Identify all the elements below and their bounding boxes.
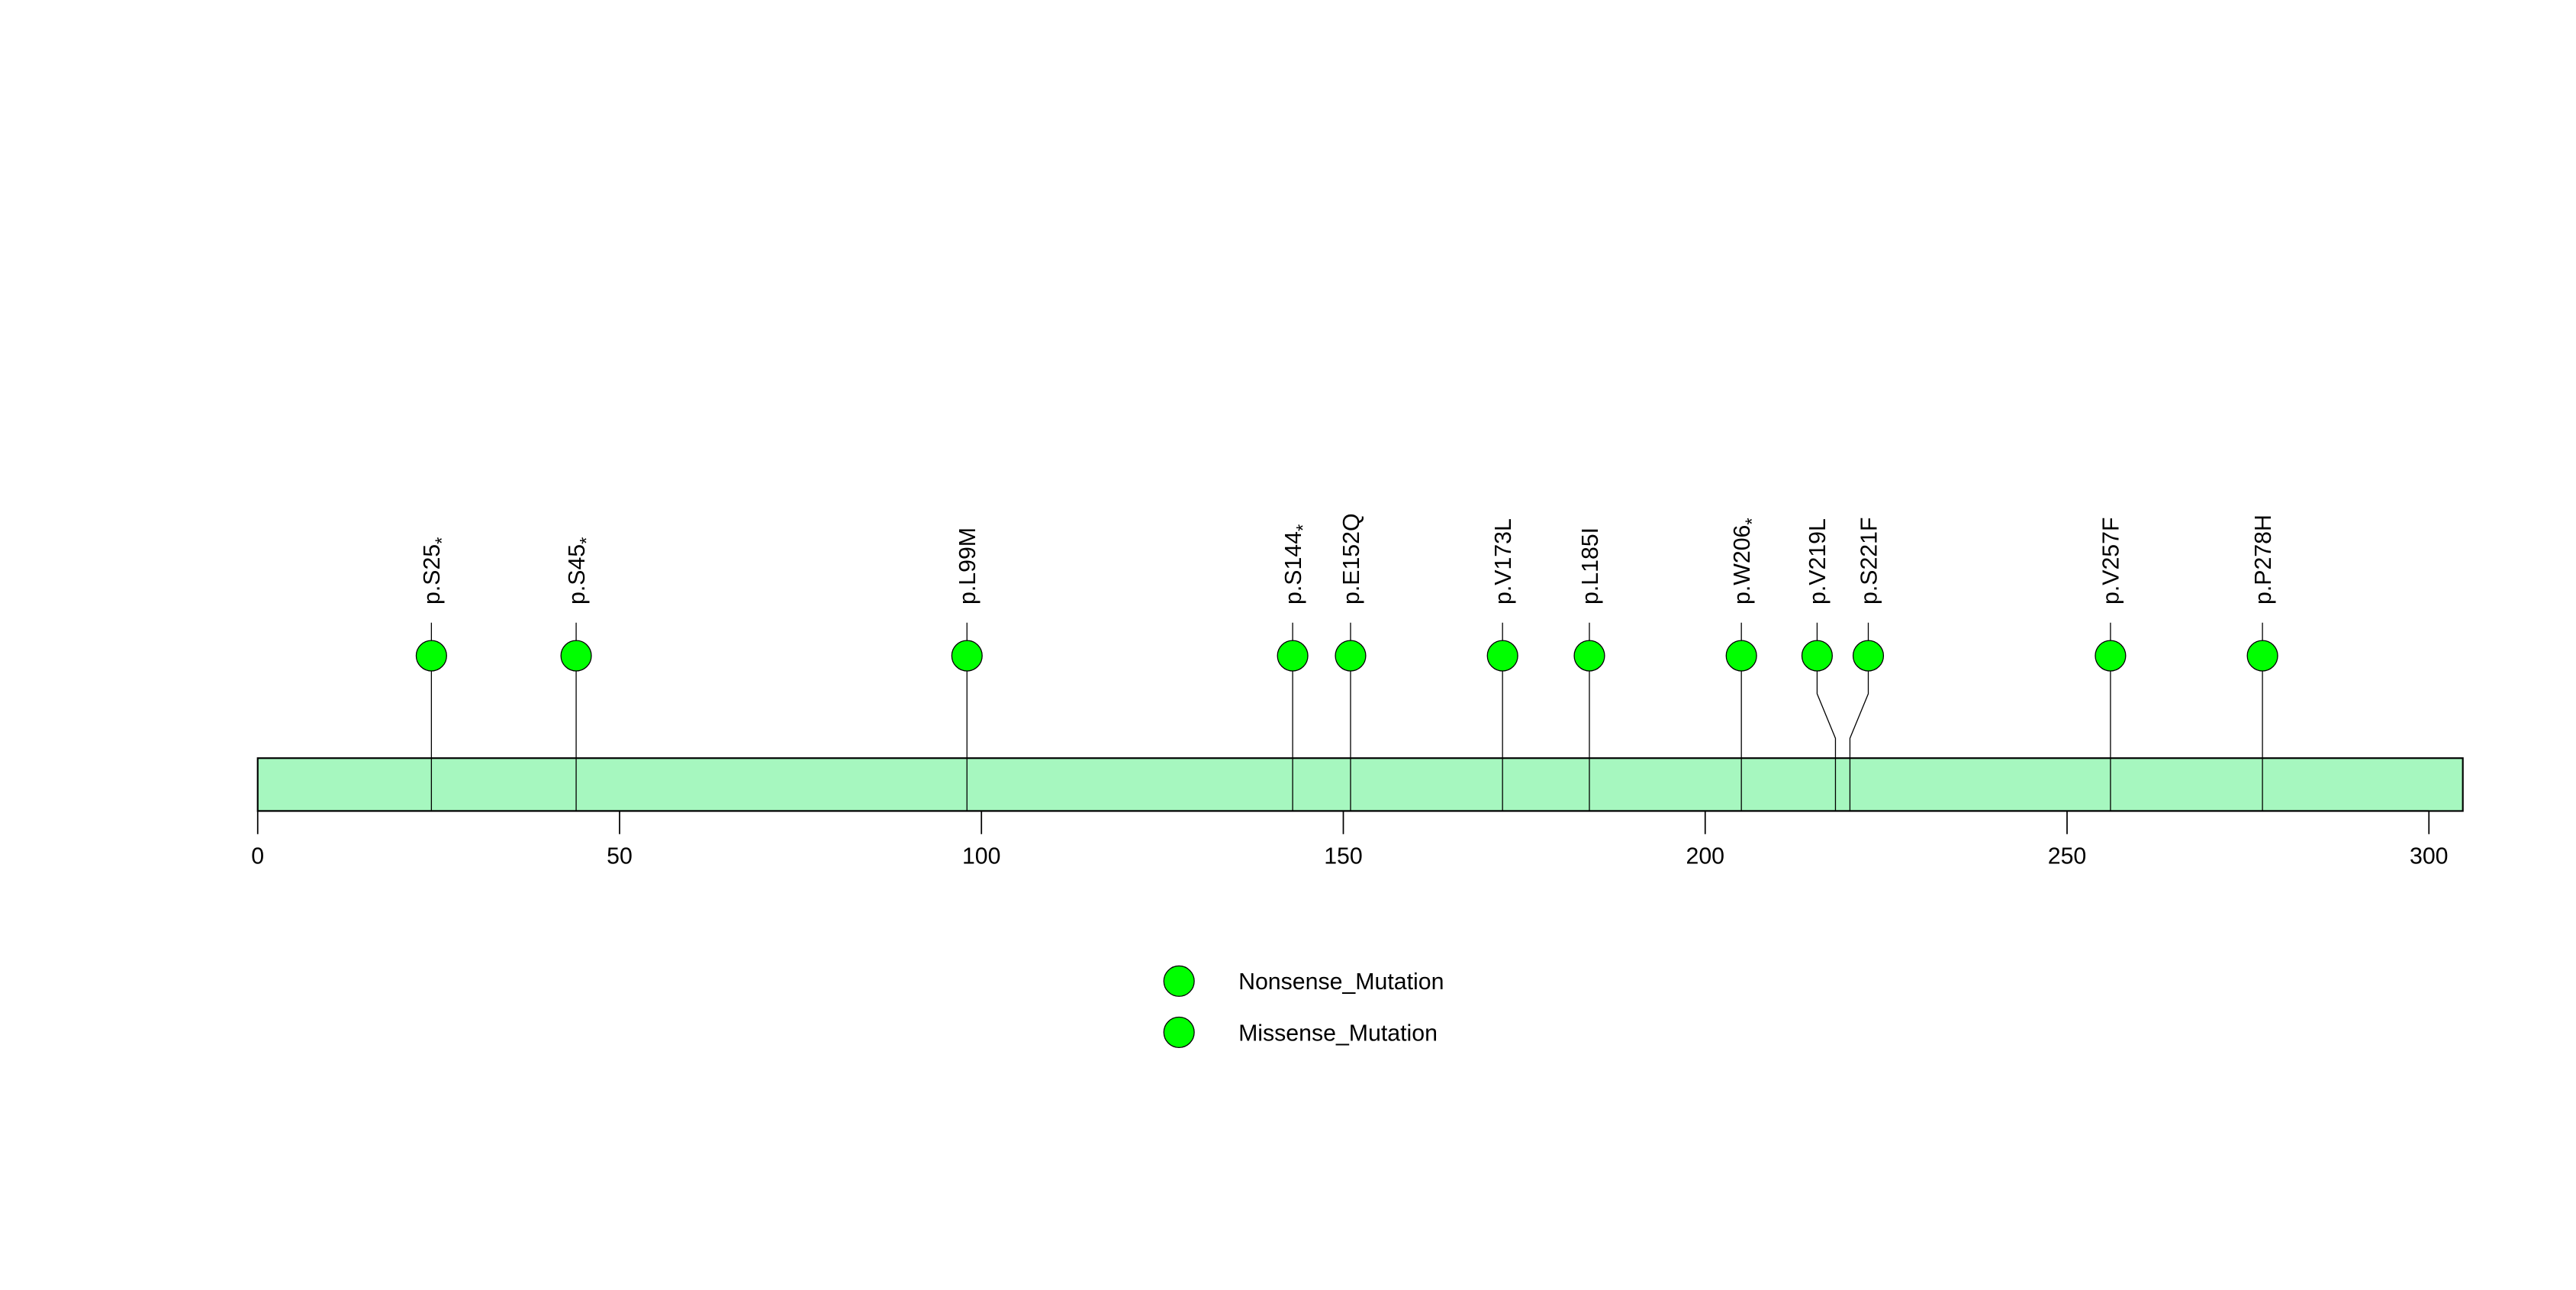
mutation-lollipop: p.V219L — [1801, 518, 1837, 811]
mutation-name: p.P278H — [2251, 514, 2276, 605]
legend-label: Missense_Mutation — [1238, 1021, 1438, 1046]
mutation-label: p.V257F — [2099, 518, 2124, 605]
axis-tick-label: 300 — [2410, 844, 2449, 869]
mutation-point — [1486, 640, 1518, 672]
mutation-name: p.S144 — [1281, 531, 1306, 605]
nonsense-star: * — [432, 537, 452, 544]
nonsense-star: * — [1742, 518, 1763, 524]
mutation-label: p.L185I — [1578, 527, 1603, 605]
mutation-point — [1852, 640, 1885, 672]
mutation-label: p.V219L — [1805, 518, 1831, 605]
mutation-point — [2246, 640, 2278, 672]
nonsense-star: * — [577, 537, 597, 544]
axis-tick-label: 50 — [607, 844, 633, 869]
legend-label: Nonsense_Mutation — [1238, 969, 1444, 995]
mutation-name: p.V219L — [1805, 518, 1831, 605]
mutation-label: p.S144* — [1281, 524, 1314, 605]
mutation-point — [1335, 640, 1367, 672]
mutations: p.S25*p.S45* p.L99M p.S144* p.E152Q p.V173L p… — [415, 513, 2278, 811]
axis-tick-label: 200 — [1686, 844, 1724, 869]
mutation-point — [415, 640, 447, 672]
legend: Nonsense_Mutation Missense_Mutation — [1163, 965, 1444, 1048]
mutation-point — [1573, 640, 1605, 672]
axis-tick-label: 250 — [2048, 844, 2087, 869]
mutation-label: p.V173L — [1491, 518, 1516, 605]
mutation-label: p.S25* — [420, 537, 452, 605]
mutation-lollipop: p.V257F — [2095, 518, 2127, 811]
mutation-label: p.S221F — [1856, 518, 1882, 605]
mutation-point — [1801, 640, 1833, 672]
mutation-lollipop: p.S45* — [560, 537, 597, 811]
mutation-name: p.V173L — [1491, 518, 1516, 605]
mutation-lollipop: p.S144* — [1277, 524, 1314, 811]
mutation-lollipop: p.V173L — [1486, 518, 1518, 811]
mutation-lollipop: p.S221F — [1849, 518, 1885, 811]
axis-tick-label: 150 — [1324, 844, 1363, 869]
mutation-label: p.W206* — [1730, 518, 1763, 605]
axis-tick-label: 0 — [251, 844, 264, 869]
mutation-point — [560, 640, 592, 672]
mutation-name: p.S45 — [565, 544, 590, 605]
mutation-name: p.E152Q — [1339, 513, 1364, 605]
mutation-point — [2095, 640, 2127, 672]
protein-bar — [256, 757, 2464, 812]
mutation-name: p.L185I — [1578, 527, 1603, 605]
mutation-point — [1725, 640, 1757, 672]
mutation-lollipop: p.L185I — [1573, 527, 1605, 811]
mutation-label: p.P278H — [2251, 514, 2276, 605]
nonsense-star: * — [1293, 524, 1314, 531]
mutation-label: p.L99M — [955, 527, 980, 605]
mutation-point — [951, 640, 983, 672]
mutation-lollipop: p.E152Q — [1335, 513, 1367, 811]
legend-marker — [1163, 1016, 1195, 1048]
mutation-name: p.S221F — [1856, 518, 1882, 605]
legend-marker — [1163, 965, 1195, 997]
mutation-label: p.E152Q — [1339, 513, 1364, 605]
mutation-name: p.S25 — [420, 544, 445, 605]
mutation-point — [1277, 640, 1309, 672]
mutation-lollipop: p.S25* — [415, 537, 452, 811]
axis-tick-label: 100 — [962, 844, 1001, 869]
mutation-name: p.W206 — [1730, 525, 1755, 605]
x-axis: 0 50 100 150 200 250 300 — [251, 810, 2449, 869]
mutation-lollipop: p.W206* — [1725, 518, 1763, 811]
mutation-label: p.S45* — [565, 537, 597, 605]
mutation-name: p.V257F — [2099, 518, 2124, 605]
mutation-lollipop: p.L99M — [951, 527, 983, 811]
mutation-lollipop: p.P278H — [2246, 514, 2278, 811]
mutation-name: p.L99M — [955, 527, 980, 605]
